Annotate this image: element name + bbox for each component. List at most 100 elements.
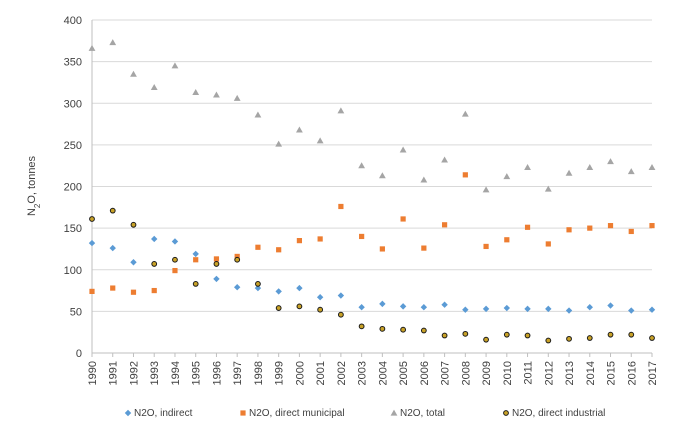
x-tick-label: 1996 bbox=[211, 361, 223, 385]
y-axis-label: N2O, tonnes bbox=[26, 155, 42, 216]
data-point bbox=[420, 327, 427, 334]
data-point bbox=[359, 233, 365, 240]
data-point bbox=[151, 235, 158, 243]
data-point bbox=[255, 244, 261, 250]
data-point bbox=[317, 236, 323, 242]
data-point bbox=[296, 303, 303, 310]
data-point bbox=[89, 216, 95, 222]
data-point bbox=[483, 336, 489, 343]
x-tick-label: 2013 bbox=[564, 361, 576, 385]
data-point bbox=[545, 337, 552, 344]
x-tick-label: 2012 bbox=[543, 361, 555, 385]
x-tick-label: 1997 bbox=[232, 361, 244, 385]
data-point bbox=[649, 335, 655, 341]
data-point bbox=[648, 306, 656, 313]
y-axis-tick-labels: 0 50 100 150 200 250 300 350 400 bbox=[64, 15, 82, 360]
data-point bbox=[89, 288, 95, 294]
data-point bbox=[482, 186, 490, 193]
data-point bbox=[524, 163, 531, 170]
data-point bbox=[607, 158, 614, 165]
data-point bbox=[296, 126, 303, 133]
data-point bbox=[545, 305, 552, 313]
data-point bbox=[566, 227, 572, 233]
data-point bbox=[88, 44, 96, 51]
legend-label: N2O, total bbox=[400, 408, 445, 419]
data-point bbox=[586, 335, 593, 341]
data-point bbox=[503, 304, 511, 312]
data-point bbox=[358, 304, 365, 311]
data-point bbox=[316, 294, 324, 301]
x-tick-label: 2002 bbox=[336, 361, 348, 385]
data-point bbox=[110, 285, 116, 291]
x-tick-label: 2015 bbox=[606, 361, 618, 385]
data-point bbox=[586, 163, 594, 170]
data-point bbox=[628, 228, 634, 235]
data-point bbox=[275, 305, 282, 311]
legend-marker bbox=[124, 409, 132, 417]
data-point bbox=[338, 203, 344, 210]
x-tick-label: 2017 bbox=[647, 361, 659, 385]
data-point bbox=[379, 246, 385, 252]
x-tick-label: 1999 bbox=[274, 361, 286, 385]
legend: N2O, indirect N2O, direct municipal N2O, t… bbox=[124, 408, 605, 419]
data-point bbox=[379, 300, 386, 308]
x-tick-label: 2006 bbox=[419, 361, 431, 385]
legend-label: N2O, direct industrial bbox=[512, 408, 605, 419]
data-point bbox=[544, 185, 552, 192]
data-point bbox=[524, 305, 531, 313]
data-point bbox=[254, 284, 262, 292]
x-tick-label: 2014 bbox=[585, 361, 597, 385]
data-point bbox=[441, 301, 448, 308]
data-point bbox=[607, 223, 614, 229]
data-point bbox=[337, 292, 345, 299]
data-point bbox=[296, 284, 303, 292]
data-point bbox=[378, 172, 386, 179]
y-tick-label: 200 bbox=[64, 182, 82, 194]
data-point bbox=[337, 311, 344, 318]
data-point bbox=[420, 176, 428, 183]
data-point bbox=[337, 107, 345, 114]
data-point bbox=[150, 84, 158, 91]
data-point bbox=[109, 244, 116, 252]
data-point bbox=[193, 257, 199, 263]
data-point bbox=[649, 223, 655, 229]
legend-label: N2O, direct municipal bbox=[249, 408, 345, 419]
data-point bbox=[627, 168, 635, 175]
data-point bbox=[607, 302, 614, 309]
data-point bbox=[130, 289, 137, 295]
legend-label: N2O, indirect bbox=[134, 408, 193, 419]
data-point bbox=[213, 91, 220, 98]
data-point bbox=[586, 304, 593, 311]
data-point bbox=[233, 284, 241, 291]
series-2 bbox=[88, 39, 656, 193]
series-1 bbox=[89, 172, 655, 295]
y-tick-label: 100 bbox=[64, 265, 82, 277]
x-tick-label: 1995 bbox=[191, 361, 203, 385]
data-point bbox=[213, 256, 220, 262]
x-tick-label: 2003 bbox=[357, 361, 369, 385]
data-point bbox=[648, 163, 656, 170]
data-point bbox=[587, 225, 593, 231]
series-0 bbox=[88, 235, 656, 314]
data-point bbox=[192, 250, 199, 258]
x-tick-label: 1992 bbox=[128, 361, 140, 385]
data-point bbox=[192, 281, 199, 287]
data-point bbox=[482, 305, 490, 313]
data-point bbox=[316, 137, 324, 144]
x-tick-label: 1998 bbox=[253, 361, 265, 385]
x-tick-label: 1994 bbox=[170, 361, 182, 385]
data-point bbox=[399, 303, 407, 310]
data-point bbox=[358, 323, 365, 330]
x-axis-tick-labels: 1990 1991 1992 1993 1994 1995 1996 1997 1998 1999… bbox=[87, 361, 659, 385]
x-tick-label: 2008 bbox=[460, 361, 472, 385]
data-point bbox=[130, 259, 137, 266]
data-point bbox=[130, 221, 137, 228]
data-point bbox=[400, 326, 407, 333]
x-tick-label: 2001 bbox=[315, 361, 327, 385]
data-point bbox=[504, 237, 510, 243]
data-point bbox=[524, 332, 531, 339]
data-point bbox=[130, 70, 137, 77]
x-tick-label: 2000 bbox=[294, 361, 306, 385]
data-point bbox=[461, 110, 469, 117]
